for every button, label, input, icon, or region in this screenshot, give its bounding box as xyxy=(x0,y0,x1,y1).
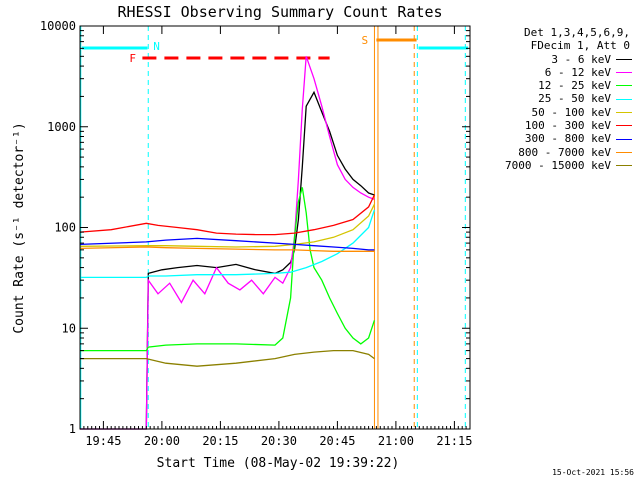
series-line-2 xyxy=(80,187,376,352)
legend-label: 3 - 6 keV xyxy=(551,52,611,66)
y-axis: 1 10 100 1000 10000 xyxy=(40,19,470,436)
series-line-6 xyxy=(79,237,375,251)
legend-label: 6 - 12 keV xyxy=(544,65,611,79)
series-line-1 xyxy=(80,56,375,430)
legend-label: 12 - 25 keV xyxy=(538,79,611,93)
x-tick-label-3: 20:30 xyxy=(261,434,297,448)
flag-label-f: F xyxy=(129,52,136,65)
legend-swatch xyxy=(616,111,632,113)
series-line-3 xyxy=(80,209,376,279)
legend-swatch xyxy=(616,125,632,127)
x-tick-label-4: 20:45 xyxy=(319,434,355,448)
legend-entries: 3 - 6 keV 6 - 12 keV 12 - 25 keV 25 - 50 ke… xyxy=(478,53,636,173)
series-line-4 xyxy=(79,204,375,248)
legend-swatch xyxy=(616,72,632,74)
plot-frame xyxy=(79,25,471,430)
chart-title: RHESSI Observing Summary Count Rates xyxy=(117,3,442,21)
y-tick-label-3: 1000 xyxy=(47,120,76,134)
series-line-5 xyxy=(79,194,375,236)
x-axis: 19:45 20:00 20:15 20:30 20:45 21:00 21:15 xyxy=(83,26,472,448)
legend-swatch xyxy=(616,98,632,100)
legend-swatch xyxy=(616,138,632,140)
series-line-7 xyxy=(79,246,375,252)
legend-entry: 100 - 300 keV xyxy=(478,119,636,132)
series-line-0 xyxy=(80,90,375,430)
legend-label: 300 - 800 keV xyxy=(524,132,611,146)
series-line-8 xyxy=(80,349,375,367)
plot-area: N F S xyxy=(79,26,469,430)
legend-entry: 50 - 100 keV xyxy=(478,106,636,119)
legend-header-detectors: Det 1,3,4,5,6,9, xyxy=(524,26,630,39)
legend-label: 800 - 7000 keV xyxy=(518,145,611,159)
legend-entry: 6 - 12 keV xyxy=(478,66,636,79)
x-tick-label-2: 20:15 xyxy=(202,434,238,448)
legend-entry: 300 - 800 keV xyxy=(478,132,636,145)
legend-swatch xyxy=(616,58,632,60)
legend-entry: 7000 - 15000 keV xyxy=(478,159,636,172)
timestamp: 15-Oct-2021 15:56 xyxy=(552,468,634,477)
flag-label-n: N xyxy=(153,40,160,53)
legend-entry: 25 - 50 keV xyxy=(478,92,636,105)
legend-label: 50 - 100 keV xyxy=(531,105,611,119)
legend-header-attenuator: FDecim 1, Att 0 xyxy=(530,39,630,53)
legend-swatch xyxy=(616,85,632,87)
legend-label: 7000 - 15000 keV xyxy=(505,158,611,172)
y-tick-label-0: 1 xyxy=(69,422,76,436)
flag-label-s: S xyxy=(361,34,368,47)
y-tick-label-2: 100 xyxy=(54,221,76,235)
x-tick-label-1: 20:00 xyxy=(144,434,180,448)
y-axis-label: Count Rate (s⁻¹ detector⁻¹) xyxy=(12,122,27,333)
legend-label: 25 - 50 keV xyxy=(538,92,611,106)
legend-swatch xyxy=(616,151,632,153)
x-axis-label: Start Time (08-May-02 19:39:22) xyxy=(157,456,400,471)
legend-label: 100 - 300 keV xyxy=(524,119,611,133)
x-tick-label-6: 21:15 xyxy=(436,434,472,448)
legend-entry: 3 - 6 keV xyxy=(478,53,636,66)
legend: Det 1,3,4,5,6,9, FDecim 1, Att 0 3 - 6 k… xyxy=(478,26,636,172)
y-tick-label-1: 10 xyxy=(62,321,76,335)
legend-entry: 12 - 25 keV xyxy=(478,79,636,92)
x-tick-label-0: 19:45 xyxy=(85,434,121,448)
y-tick-label-4: 10000 xyxy=(40,19,76,33)
legend-swatch xyxy=(616,165,632,167)
x-tick-label-5: 21:00 xyxy=(378,434,414,448)
legend-entry: 800 - 7000 keV xyxy=(478,146,636,159)
